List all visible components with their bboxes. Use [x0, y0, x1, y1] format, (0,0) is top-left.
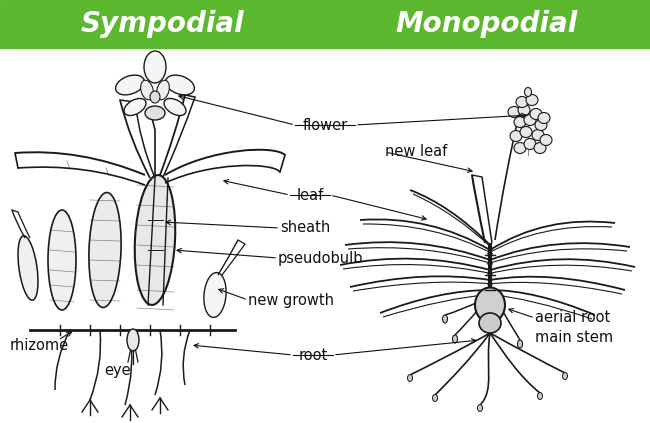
Text: sheath: sheath	[280, 220, 330, 236]
Ellipse shape	[516, 96, 528, 107]
Ellipse shape	[475, 288, 505, 322]
Ellipse shape	[535, 120, 547, 131]
Ellipse shape	[517, 340, 523, 348]
Ellipse shape	[144, 51, 166, 83]
Ellipse shape	[478, 404, 482, 412]
Ellipse shape	[532, 129, 544, 140]
Ellipse shape	[520, 126, 532, 137]
Ellipse shape	[18, 236, 38, 300]
Text: leaf: leaf	[296, 187, 324, 203]
Bar	[0, 0, 650, 48]
Ellipse shape	[452, 335, 458, 343]
Ellipse shape	[518, 104, 530, 115]
Text: flower: flower	[302, 118, 348, 132]
Text: aerial root: aerial root	[535, 310, 610, 326]
Ellipse shape	[540, 135, 552, 146]
Ellipse shape	[526, 94, 538, 105]
Ellipse shape	[524, 115, 536, 126]
Ellipse shape	[514, 116, 526, 127]
Ellipse shape	[116, 75, 144, 95]
Text: eye: eye	[105, 363, 131, 377]
Ellipse shape	[48, 210, 76, 310]
Ellipse shape	[508, 107, 520, 118]
Ellipse shape	[150, 91, 160, 103]
Text: main stem: main stem	[535, 330, 613, 346]
Ellipse shape	[145, 106, 165, 120]
Text: rhizome: rhizome	[10, 338, 69, 352]
Ellipse shape	[408, 374, 413, 382]
Ellipse shape	[140, 80, 153, 100]
Text: root: root	[298, 348, 328, 363]
Text: Monopodial: Monopodial	[396, 10, 578, 38]
Text: new growth: new growth	[248, 292, 334, 308]
Ellipse shape	[510, 131, 522, 142]
Ellipse shape	[204, 272, 226, 317]
Ellipse shape	[524, 138, 536, 149]
Ellipse shape	[534, 143, 546, 154]
Ellipse shape	[525, 88, 532, 96]
Ellipse shape	[89, 192, 121, 308]
Ellipse shape	[164, 99, 186, 115]
Ellipse shape	[135, 175, 176, 305]
Ellipse shape	[124, 99, 146, 115]
Text: pseudobulb: pseudobulb	[278, 250, 363, 266]
Ellipse shape	[538, 113, 550, 124]
Text: new leaf: new leaf	[385, 145, 447, 159]
Ellipse shape	[562, 373, 567, 379]
Ellipse shape	[538, 393, 543, 399]
Ellipse shape	[432, 395, 437, 401]
Ellipse shape	[166, 75, 194, 95]
Ellipse shape	[443, 315, 447, 323]
Ellipse shape	[514, 143, 526, 154]
Ellipse shape	[157, 80, 170, 100]
Text: Sympodial: Sympodial	[80, 10, 244, 38]
Ellipse shape	[127, 329, 139, 351]
Ellipse shape	[530, 109, 542, 120]
Ellipse shape	[479, 313, 501, 333]
